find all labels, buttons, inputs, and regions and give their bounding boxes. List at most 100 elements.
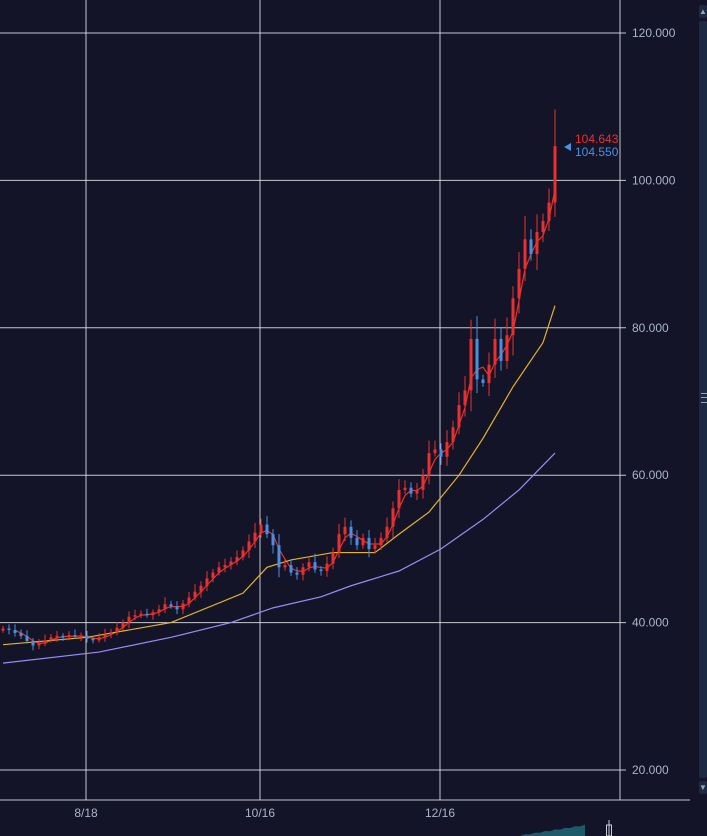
scrollbar-grip-icon[interactable] bbox=[701, 393, 707, 403]
candle-up bbox=[55, 635, 59, 638]
candle-up bbox=[301, 567, 305, 575]
candle-down bbox=[499, 338, 503, 361]
y-tick-label: 120.000 bbox=[632, 26, 676, 40]
candle-up bbox=[181, 603, 185, 610]
navigator-handle-grip-icon bbox=[606, 824, 612, 836]
candle-up bbox=[37, 643, 41, 646]
y-tick-label: 80.000 bbox=[632, 321, 669, 335]
y-tick-label: 20.000 bbox=[632, 763, 669, 777]
candle-down bbox=[349, 526, 353, 538]
candle-up bbox=[193, 591, 197, 598]
ma-line-ma-short bbox=[14, 189, 556, 644]
volume-area bbox=[520, 824, 585, 836]
candle-down bbox=[13, 629, 17, 633]
candle-up bbox=[325, 563, 329, 572]
y-tick-label: 40.000 bbox=[632, 616, 669, 630]
candle-down bbox=[91, 638, 95, 641]
candle-up bbox=[205, 578, 209, 586]
candle-up bbox=[211, 572, 215, 579]
candle-down bbox=[25, 635, 29, 642]
price-marker-arrow-icon bbox=[564, 143, 571, 151]
candle-up bbox=[109, 632, 113, 635]
candle-down bbox=[481, 379, 485, 384]
candle-up bbox=[415, 489, 419, 494]
candle-up bbox=[427, 453, 431, 476]
candle-down bbox=[529, 239, 533, 255]
candle-up bbox=[451, 427, 455, 443]
x-tick-label: 8/18 bbox=[74, 806, 98, 820]
candle-up bbox=[523, 239, 527, 269]
candle-down bbox=[319, 569, 323, 572]
candle-up bbox=[553, 146, 557, 203]
candle-up bbox=[433, 449, 437, 454]
candle-down bbox=[145, 613, 149, 616]
candle-up bbox=[103, 634, 107, 638]
candle-up bbox=[121, 622, 125, 628]
candle-down bbox=[19, 632, 23, 636]
candle-up bbox=[43, 640, 47, 644]
candle-up bbox=[505, 335, 509, 361]
candle-up bbox=[259, 524, 263, 533]
candle-down bbox=[439, 449, 443, 457]
candle-up bbox=[403, 487, 407, 490]
candle-up bbox=[67, 635, 71, 638]
candle-up bbox=[547, 202, 551, 221]
marker-price-label: 104.550 bbox=[575, 145, 619, 159]
candle-up bbox=[157, 609, 161, 613]
candle-up bbox=[307, 562, 311, 568]
candle-up bbox=[79, 635, 83, 637]
candle-down bbox=[409, 487, 413, 494]
candle-up bbox=[391, 508, 395, 527]
candle-down bbox=[295, 572, 299, 575]
candle-up bbox=[493, 338, 497, 365]
candle-up bbox=[487, 364, 491, 384]
candle-up bbox=[421, 475, 425, 490]
candle-up bbox=[535, 231, 539, 255]
candle-down bbox=[367, 537, 371, 549]
scroll-down-button[interactable]: ▼ bbox=[699, 781, 707, 794]
grid bbox=[0, 0, 626, 800]
candle-up bbox=[223, 565, 227, 568]
candle-up bbox=[379, 537, 383, 546]
candle-up bbox=[445, 442, 449, 457]
candle-up bbox=[469, 338, 473, 391]
candle-up bbox=[283, 565, 287, 568]
candle-up bbox=[343, 526, 347, 535]
scroll-up-button[interactable]: ▲ bbox=[699, 5, 707, 18]
candle-down bbox=[85, 635, 89, 639]
candle-up bbox=[151, 612, 155, 616]
candle-up bbox=[199, 585, 203, 592]
candle-up bbox=[541, 220, 545, 232]
candle-up bbox=[217, 567, 221, 573]
y-tick-label: 100.000 bbox=[632, 173, 676, 187]
candle-up bbox=[337, 534, 341, 553]
x-tick-label: 10/16 bbox=[245, 806, 275, 820]
candle-down bbox=[61, 635, 65, 638]
volume-navigator[interactable] bbox=[520, 820, 612, 836]
last-price-label: 104.643 bbox=[575, 132, 619, 146]
candle-up bbox=[361, 537, 365, 546]
candle-up bbox=[127, 616, 131, 623]
candle-down bbox=[475, 338, 479, 380]
candle-down bbox=[313, 562, 317, 570]
candle-up bbox=[133, 615, 137, 617]
candle-down bbox=[265, 524, 269, 535]
candle-up bbox=[187, 597, 191, 604]
candle-up bbox=[49, 637, 53, 641]
candle-up bbox=[253, 532, 257, 542]
candle-down bbox=[73, 635, 77, 637]
candle-up bbox=[463, 390, 467, 406]
candle-up bbox=[97, 637, 101, 641]
x-tick-label: 12/16 bbox=[425, 806, 455, 820]
candle-up bbox=[511, 298, 515, 336]
candle-up bbox=[163, 604, 167, 610]
candle-down bbox=[277, 545, 281, 568]
candle-down bbox=[7, 628, 11, 630]
candle-up bbox=[115, 627, 119, 633]
candle-up bbox=[229, 561, 233, 566]
candle-up bbox=[385, 526, 389, 538]
price-scrollbar[interactable] bbox=[699, 21, 707, 778]
y-tick-label: 60.000 bbox=[632, 468, 669, 482]
candle-up bbox=[139, 613, 143, 616]
